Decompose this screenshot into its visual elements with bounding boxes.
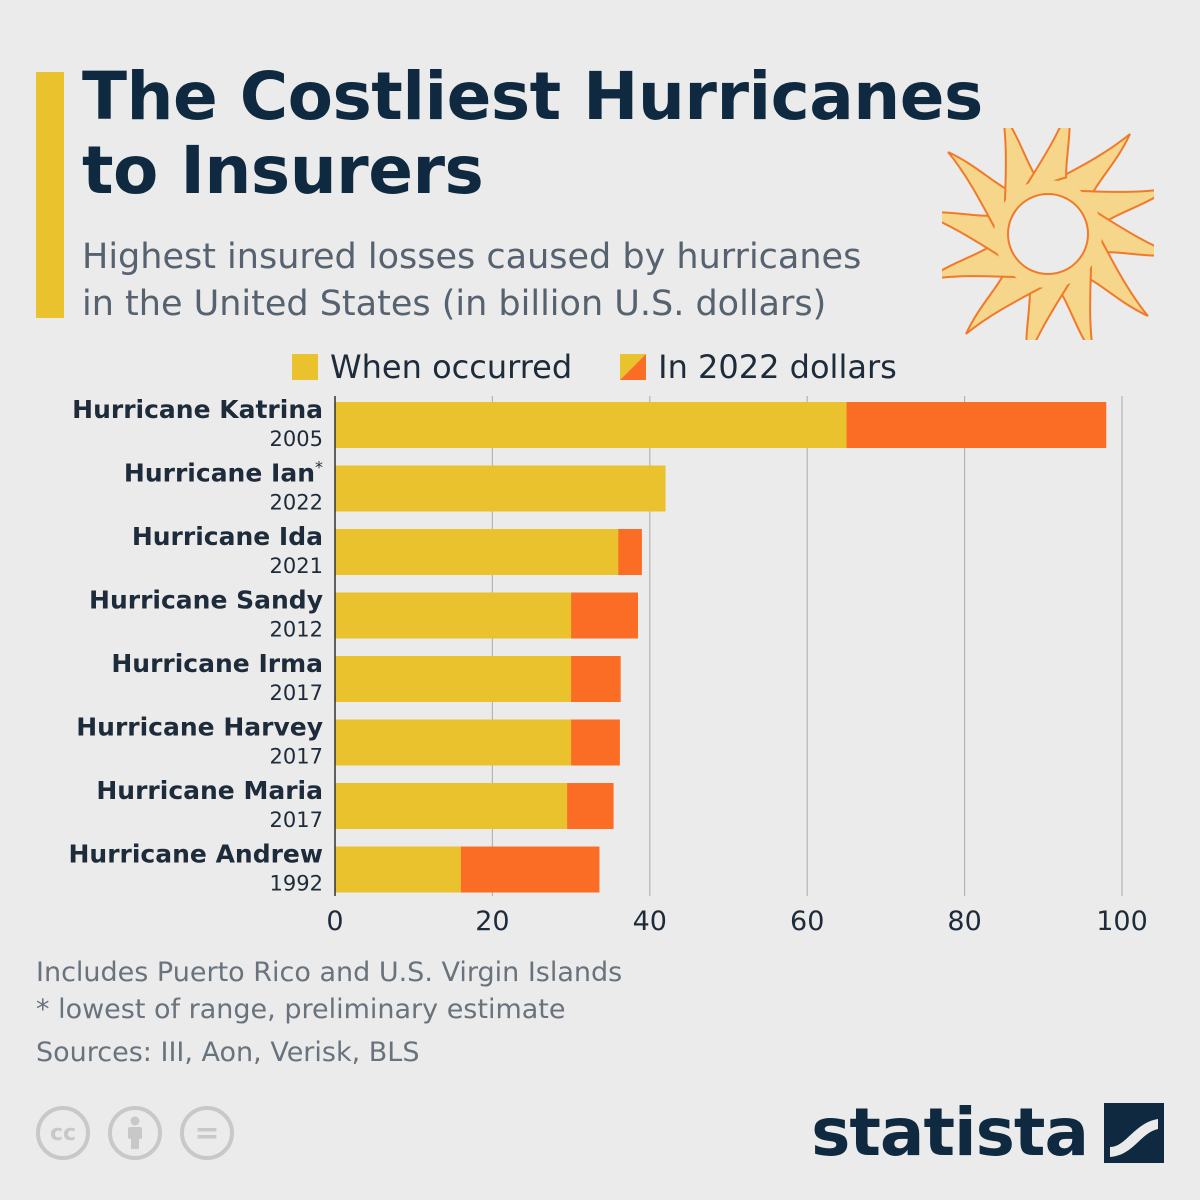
title-line-2: to Insurers [82, 132, 484, 209]
bar-when-occurred [335, 402, 847, 448]
bar-when-occurred [335, 846, 461, 893]
swirl-eye [1007, 193, 1089, 275]
bar-when-occurred [335, 465, 666, 512]
swirl-arm [1045, 133, 1131, 196]
x-tick-label: 0 [326, 906, 343, 937]
category-label: Hurricane Irma [111, 649, 323, 678]
no-derivatives-icon[interactable]: = [180, 1106, 234, 1160]
swirl-arm [1089, 206, 1154, 257]
bar-when-occurred [335, 529, 619, 575]
category-year-label: 2021 [270, 554, 323, 578]
bar-when-occurred [335, 719, 572, 766]
footnote-coverage: Includes Puerto Rico and U.S. Virgin Isl… [36, 957, 623, 988]
swirl-ring [994, 180, 1102, 288]
legend-label-when-occurred: When occurred [330, 348, 573, 386]
swirl-arm [942, 245, 1026, 281]
person-icon [128, 1116, 142, 1149]
x-tick-label: 40 [633, 906, 667, 937]
subtitle-line-2: in the United States (in billion U.S. do… [82, 284, 827, 324]
swirl-arm [947, 151, 1010, 237]
category-year-label: 2022 [270, 491, 323, 515]
legend-label-in-2022-dollars: In 2022 dollars [658, 348, 897, 386]
category-year-label: 2017 [270, 808, 323, 832]
x-tick-label: 80 [947, 906, 981, 937]
legend-item-when-occurred: When occurred [292, 348, 572, 386]
category-label: Hurricane Ida [132, 522, 323, 551]
category-year-label: 2012 [270, 618, 323, 642]
legend-item-in-2022-dollars: In 2022 dollars [620, 348, 897, 386]
legend-swatch-when-occurred [292, 354, 318, 380]
attribution-icon[interactable] [108, 1106, 162, 1160]
swirl-arm [1020, 128, 1071, 193]
footnote-asterisk: * lowest of range, preliminary estimate [36, 994, 566, 1025]
swirl-arm [942, 211, 1007, 262]
footnotes: Includes Puerto Rico and U.S. Virgin Isl… [36, 954, 622, 1071]
brand-name: statista [811, 1094, 1089, 1171]
swirl-arm [965, 272, 1051, 335]
category-label: Hurricane Andrew [68, 840, 323, 869]
statista-mark-icon [1104, 1103, 1164, 1163]
swirl-arm [1086, 231, 1149, 317]
x-tick-label: 100 [1096, 906, 1148, 937]
swirl-arm [1070, 187, 1154, 223]
category-label: Hurricane Katrina [72, 395, 323, 424]
category-label: Hurricane Harvey [76, 713, 323, 742]
statista-logo[interactable]: statista [811, 1098, 1164, 1168]
bar-when-occurred [335, 656, 572, 702]
accent-bar [36, 72, 64, 318]
subtitle-line-1: Highest insured losses caused by hurrica… [82, 237, 862, 277]
category-year-label: 2017 [270, 681, 323, 705]
category-label: Hurricane Maria [96, 776, 323, 805]
legend-swatch-in-2022-dollars [620, 354, 647, 380]
category-label: Hurricane Sandy [89, 586, 323, 615]
swirl-arm [1001, 128, 1037, 212]
bar-when-occurred [335, 783, 568, 829]
cc-icon[interactable]: cc [36, 1106, 90, 1160]
category-year-label: 2017 [270, 745, 323, 769]
swirl-arm [1059, 256, 1095, 340]
footnote-sources: Sources: III, Aon, Verisk, BLS [36, 1037, 420, 1068]
category-year-label: 1992 [270, 872, 323, 896]
category-label: Hurricane Ian* [124, 458, 323, 488]
bar-chart: 0 20 40 60 80 100 Hurricane Katrina 2005 Hurrica… [68, 395, 1148, 937]
title-line-1: The Costliest Hurricanes [82, 58, 983, 135]
license-icons: cc = [36, 1106, 252, 1160]
hurricane-icon [942, 128, 1154, 340]
chart-title: The Costliest Hurricanes to Insurers [82, 60, 983, 208]
chart-subtitle: Highest insured losses caused by hurrica… [82, 234, 861, 328]
swirl-arm [1025, 275, 1076, 340]
bar-when-occurred [335, 592, 572, 639]
category-year-label: 2005 [270, 427, 323, 451]
legend: When occurred In 2022 dollars [292, 348, 945, 386]
x-tick-label: 20 [475, 906, 509, 937]
x-tick-label: 60 [790, 906, 824, 937]
